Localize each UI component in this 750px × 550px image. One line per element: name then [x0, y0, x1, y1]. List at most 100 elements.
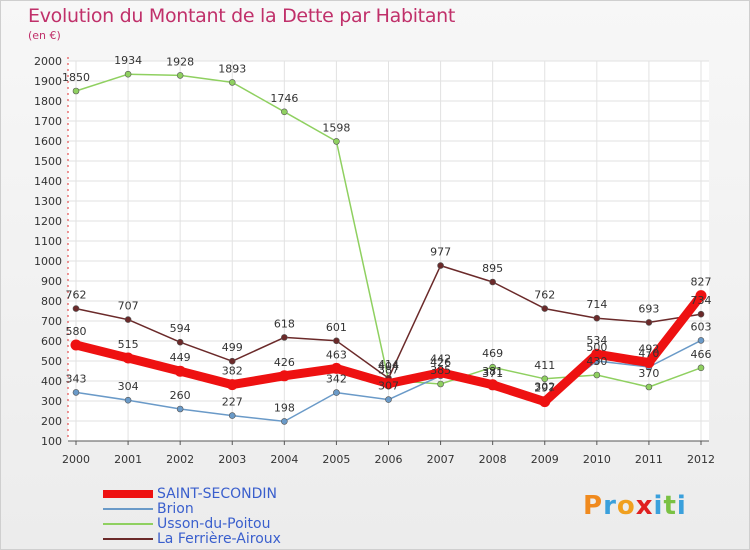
data-label: 385	[430, 364, 451, 377]
data-point	[437, 262, 444, 269]
data-label: 827	[691, 276, 712, 289]
y-tick-label: 600	[41, 335, 62, 348]
y-tick-label: 1100	[34, 235, 62, 248]
data-point	[333, 138, 340, 145]
chart-subtitle: (en €)	[28, 29, 61, 42]
y-tick-label: 100	[41, 435, 62, 448]
data-label: 895	[482, 262, 503, 275]
y-tick-label: 1500	[34, 155, 62, 168]
logo-letter: i	[653, 491, 664, 521]
data-point	[124, 316, 132, 323]
data-label: 343	[66, 372, 87, 385]
data-label: 977	[430, 246, 451, 259]
x-tick-label: 2004	[270, 453, 298, 466]
data-point	[435, 367, 447, 379]
data-label: 1928	[166, 55, 194, 68]
data-point	[226, 379, 238, 391]
data-point	[278, 370, 290, 382]
data-point	[333, 337, 340, 345]
data-label: 492	[638, 343, 659, 356]
data-label: 499	[222, 341, 243, 354]
y-tick-label: 1200	[34, 215, 62, 228]
y-tick-label: 1300	[34, 195, 62, 208]
data-point	[176, 405, 184, 413]
chart-title: Evolution du Montant de la Dette par Hab…	[28, 5, 456, 27]
x-tick-label: 2009	[531, 453, 559, 466]
data-label: 463	[326, 348, 347, 361]
logo-letter: i	[676, 491, 687, 521]
data-point	[70, 339, 82, 351]
x-tick-label: 2008	[479, 453, 507, 466]
y-tick-label: 200	[41, 415, 62, 428]
data-label: 707	[118, 300, 139, 313]
data-label: 618	[274, 317, 295, 330]
data-label: 714	[586, 298, 607, 311]
legend-item: SAINT-SECONDIN	[103, 487, 277, 501]
data-label: 580	[66, 325, 87, 338]
data-point	[228, 79, 236, 86]
data-label: 469	[482, 347, 503, 360]
data-label: 370	[638, 367, 659, 380]
data-label: 411	[534, 359, 555, 372]
data-label: 297	[534, 382, 555, 395]
legend-label: Usson-du-Poitou	[157, 516, 271, 532]
data-point	[72, 87, 80, 95]
data-point	[541, 305, 549, 312]
x-tick-label: 2001	[114, 453, 142, 466]
data-point	[176, 338, 184, 346]
legend-swatch	[103, 490, 153, 498]
x-tick-label: 2011	[635, 453, 663, 466]
y-tick-label: 900	[41, 275, 62, 288]
logo-letter: P	[583, 491, 604, 521]
data-label: 414	[378, 358, 399, 371]
data-label: 449	[170, 351, 191, 364]
legend-swatch	[103, 508, 153, 510]
data-point	[591, 348, 603, 360]
data-point	[333, 389, 340, 396]
data-point	[541, 375, 549, 383]
data-label: 534	[586, 334, 607, 347]
data-point	[72, 389, 80, 396]
y-tick-label: 1600	[34, 135, 62, 148]
legend-swatch	[103, 523, 153, 525]
x-tick-label: 2000	[62, 453, 90, 466]
logo-letter: o	[616, 491, 636, 521]
data-label: 342	[326, 373, 347, 386]
legend-item: La Ferrière-Airoux	[103, 532, 281, 546]
legend-item: Usson-du-Poitou	[103, 517, 270, 531]
data-label: 387	[378, 364, 399, 377]
data-label: 1934	[114, 54, 142, 67]
data-point	[122, 352, 134, 364]
y-tick-label: 400	[41, 375, 62, 388]
x-tick-label: 2005	[322, 453, 350, 466]
data-label: 304	[118, 380, 139, 393]
data-point	[695, 290, 707, 302]
legend-item: Brion	[103, 502, 194, 516]
data-point	[539, 396, 551, 408]
x-tick-label: 2006	[375, 453, 403, 466]
data-point	[72, 305, 80, 312]
data-label: 371	[482, 367, 503, 380]
legend-label: La Ferrière-Airoux	[157, 531, 281, 547]
data-point	[645, 383, 653, 391]
data-point	[697, 364, 705, 372]
data-label: 260	[170, 389, 191, 402]
y-tick-label: 300	[41, 395, 62, 408]
data-point	[593, 371, 601, 379]
legend-swatch	[103, 538, 153, 540]
y-tick-label: 1700	[34, 115, 62, 128]
y-tick-label: 2000	[34, 55, 62, 68]
y-tick-label: 800	[41, 295, 62, 308]
data-point	[489, 278, 496, 286]
data-label: 381	[482, 365, 503, 378]
data-label: 470	[638, 347, 659, 360]
data-point	[281, 108, 288, 116]
data-label: 307	[378, 380, 399, 393]
data-point	[645, 319, 653, 326]
data-label: 382	[222, 365, 243, 378]
data-label: 302	[534, 381, 555, 394]
data-point	[228, 357, 236, 365]
legend-label: SAINT-SECONDIN	[157, 486, 278, 502]
logo-letter: t	[663, 491, 677, 521]
